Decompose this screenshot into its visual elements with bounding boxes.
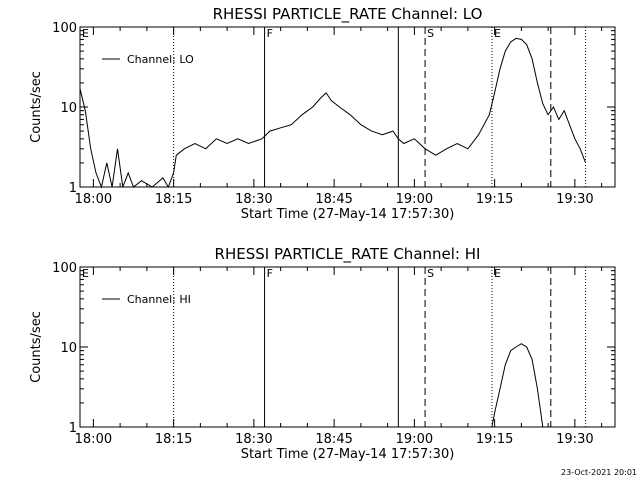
y-tick-label: 10: [60, 101, 77, 116]
chart-title: RHESSI PARTICLE_RATE Channel: HI: [215, 245, 481, 264]
event-marker-label: S: [427, 27, 434, 40]
legend-entry: Channel: HI: [127, 293, 191, 306]
chart-title: RHESSI PARTICLE_RATE Channel: LO: [213, 5, 483, 24]
y-axis-label: Counts/sec: [29, 71, 44, 143]
x-tick-label: 18:15: [155, 192, 192, 207]
y-tick-label: 100: [52, 261, 77, 276]
x-tick-label: 19:15: [476, 192, 513, 207]
hi-channel-panel: RHESSI PARTICLE_RATE Channel: HI 18:00 18:…: [29, 245, 616, 462]
event-marker-label: E: [494, 27, 501, 40]
series-line: [491, 343, 544, 428]
x-tick-label: 18:00: [75, 432, 112, 447]
x-tick-label: 19:30: [556, 432, 593, 447]
event-marker-label: E: [82, 267, 89, 280]
series-line: [79, 37, 587, 189]
event-marker-label: E: [494, 267, 501, 280]
x-tick-label: 18:30: [235, 432, 272, 447]
event-marker-label: F: [267, 27, 273, 40]
x-tick-label: 18:30: [235, 192, 272, 207]
y-tick-label: 1: [69, 421, 77, 436]
x-axis-label: Start Time (27-May-14 17:57:30): [241, 207, 455, 222]
legend-entry: Channel: LO: [127, 53, 194, 66]
x-tick-label: 18:15: [155, 432, 192, 447]
y-tick-label: 100: [52, 21, 77, 36]
x-tick-label: 18:45: [315, 432, 352, 447]
plot-frame: [79, 266, 616, 428]
event-marker-label: S: [427, 267, 434, 280]
x-tick-label: 19:00: [396, 432, 433, 447]
event-marker-label: E: [82, 27, 89, 40]
x-tick-label: 19:30: [556, 192, 593, 207]
x-tick-label: 19:15: [476, 432, 513, 447]
x-tick-label: 18:45: [315, 192, 352, 207]
x-axis-label: Start Time (27-May-14 17:57:30): [241, 447, 455, 462]
y-tick-label: 10: [60, 341, 77, 356]
footer-timestamp: 23-Oct-2021 20:01: [561, 468, 637, 477]
lo-channel-panel: RHESSI PARTICLE_RATE Channel: LO 18:00 18:…: [29, 5, 616, 222]
event-marker-label: F: [267, 267, 273, 280]
plot-frame: [79, 26, 616, 188]
x-tick-label: 19:00: [396, 192, 433, 207]
x-tick-label: 18:00: [75, 192, 112, 207]
y-tick-label: 1: [69, 181, 77, 196]
y-axis-label: Counts/sec: [29, 311, 44, 383]
